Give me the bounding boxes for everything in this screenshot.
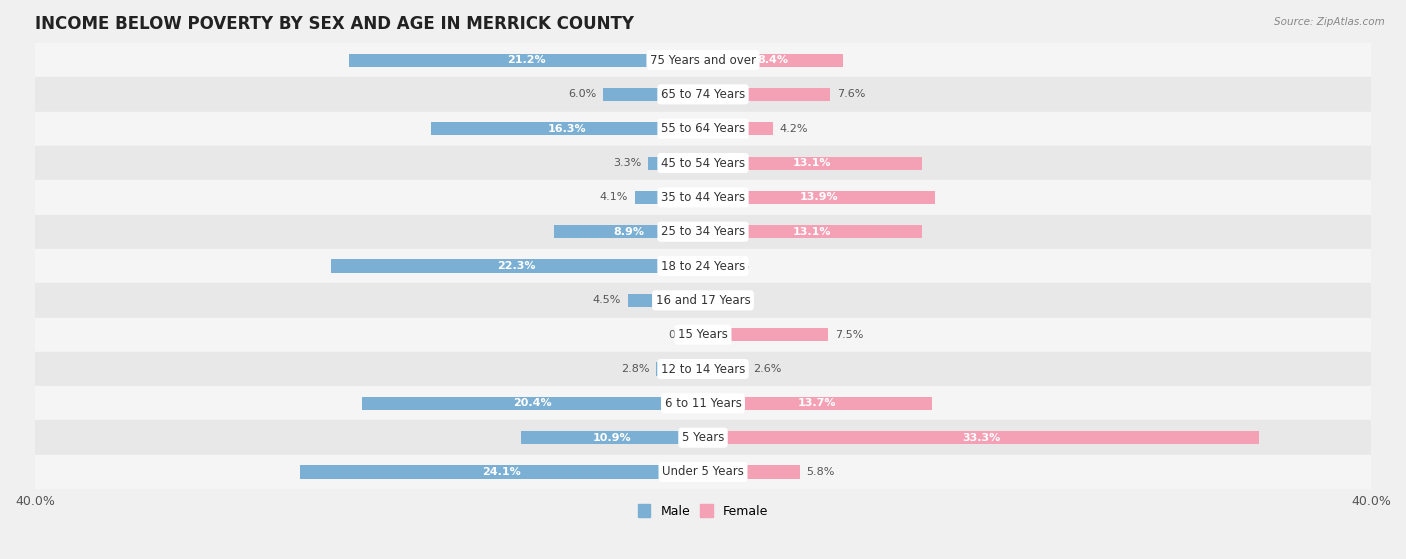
Bar	[703, 191, 935, 204]
Bar	[703, 466, 800, 479]
Text: Under 5 Years: Under 5 Years	[662, 466, 744, 479]
Bar	[35, 420, 1371, 455]
Text: 13.7%: 13.7%	[799, 399, 837, 408]
Text: 6 to 11 Years: 6 to 11 Years	[665, 397, 741, 410]
Text: 4.1%: 4.1%	[599, 192, 628, 202]
Bar	[648, 157, 703, 169]
Bar	[634, 191, 703, 204]
Legend: Male, Female: Male, Female	[633, 499, 773, 523]
Bar	[35, 112, 1371, 146]
Text: 35 to 44 Years: 35 to 44 Years	[661, 191, 745, 204]
Text: 8.9%: 8.9%	[613, 227, 644, 236]
Bar	[35, 146, 1371, 180]
Text: 7.5%: 7.5%	[835, 330, 863, 340]
Bar	[349, 54, 703, 67]
Text: 55 to 64 Years: 55 to 64 Years	[661, 122, 745, 135]
Text: 75 Years and over: 75 Years and over	[650, 54, 756, 67]
Text: 13.1%: 13.1%	[793, 158, 831, 168]
Text: 4.2%: 4.2%	[780, 124, 808, 134]
Text: 2.8%: 2.8%	[621, 364, 650, 374]
Text: Source: ZipAtlas.com: Source: ZipAtlas.com	[1274, 17, 1385, 27]
Text: 25 to 34 Years: 25 to 34 Years	[661, 225, 745, 238]
Text: 0.0%: 0.0%	[710, 295, 738, 305]
Text: 8.4%: 8.4%	[758, 55, 789, 65]
Text: 24.1%: 24.1%	[482, 467, 522, 477]
Bar	[363, 397, 703, 410]
Bar	[657, 362, 703, 376]
Bar	[35, 43, 1371, 77]
Text: 33.3%: 33.3%	[962, 433, 1000, 443]
Bar	[703, 431, 1260, 444]
Text: 22.3%: 22.3%	[498, 261, 536, 271]
Bar	[301, 466, 703, 479]
Bar	[703, 54, 844, 67]
Bar	[703, 362, 747, 376]
Text: 13.1%: 13.1%	[793, 227, 831, 236]
Bar	[703, 157, 922, 169]
Bar	[603, 88, 703, 101]
Text: 20.4%: 20.4%	[513, 399, 553, 408]
Bar	[35, 77, 1371, 112]
Text: 2.6%: 2.6%	[754, 364, 782, 374]
Bar	[35, 352, 1371, 386]
Bar	[35, 249, 1371, 283]
Text: 6.0%: 6.0%	[568, 89, 596, 100]
Bar	[703, 259, 714, 273]
Text: 16.3%: 16.3%	[547, 124, 586, 134]
Text: 0.7%: 0.7%	[721, 261, 749, 271]
Bar	[330, 259, 703, 273]
Bar	[554, 225, 703, 238]
Bar	[35, 283, 1371, 318]
Bar	[35, 180, 1371, 215]
Bar	[628, 294, 703, 307]
Text: 0.0%: 0.0%	[668, 330, 696, 340]
Text: 18 to 24 Years: 18 to 24 Years	[661, 259, 745, 273]
Bar	[430, 122, 703, 135]
Text: 4.5%: 4.5%	[593, 295, 621, 305]
Bar	[35, 318, 1371, 352]
Text: 45 to 54 Years: 45 to 54 Years	[661, 157, 745, 169]
Bar	[703, 122, 773, 135]
Text: INCOME BELOW POVERTY BY SEX AND AGE IN MERRICK COUNTY: INCOME BELOW POVERTY BY SEX AND AGE IN M…	[35, 15, 634, 33]
Bar	[703, 328, 828, 341]
Text: 12 to 14 Years: 12 to 14 Years	[661, 362, 745, 376]
Text: 5 Years: 5 Years	[682, 431, 724, 444]
Bar	[35, 386, 1371, 420]
Text: 10.9%: 10.9%	[593, 433, 631, 443]
Bar	[703, 225, 922, 238]
Bar	[703, 397, 932, 410]
Text: 15 Years: 15 Years	[678, 328, 728, 341]
Text: 7.6%: 7.6%	[837, 89, 865, 100]
Text: 3.3%: 3.3%	[613, 158, 641, 168]
Bar	[703, 88, 830, 101]
Text: 13.9%: 13.9%	[800, 192, 838, 202]
Text: 16 and 17 Years: 16 and 17 Years	[655, 294, 751, 307]
Bar	[35, 455, 1371, 489]
Bar	[35, 215, 1371, 249]
Bar	[522, 431, 703, 444]
Text: 65 to 74 Years: 65 to 74 Years	[661, 88, 745, 101]
Text: 21.2%: 21.2%	[506, 55, 546, 65]
Text: 5.8%: 5.8%	[807, 467, 835, 477]
